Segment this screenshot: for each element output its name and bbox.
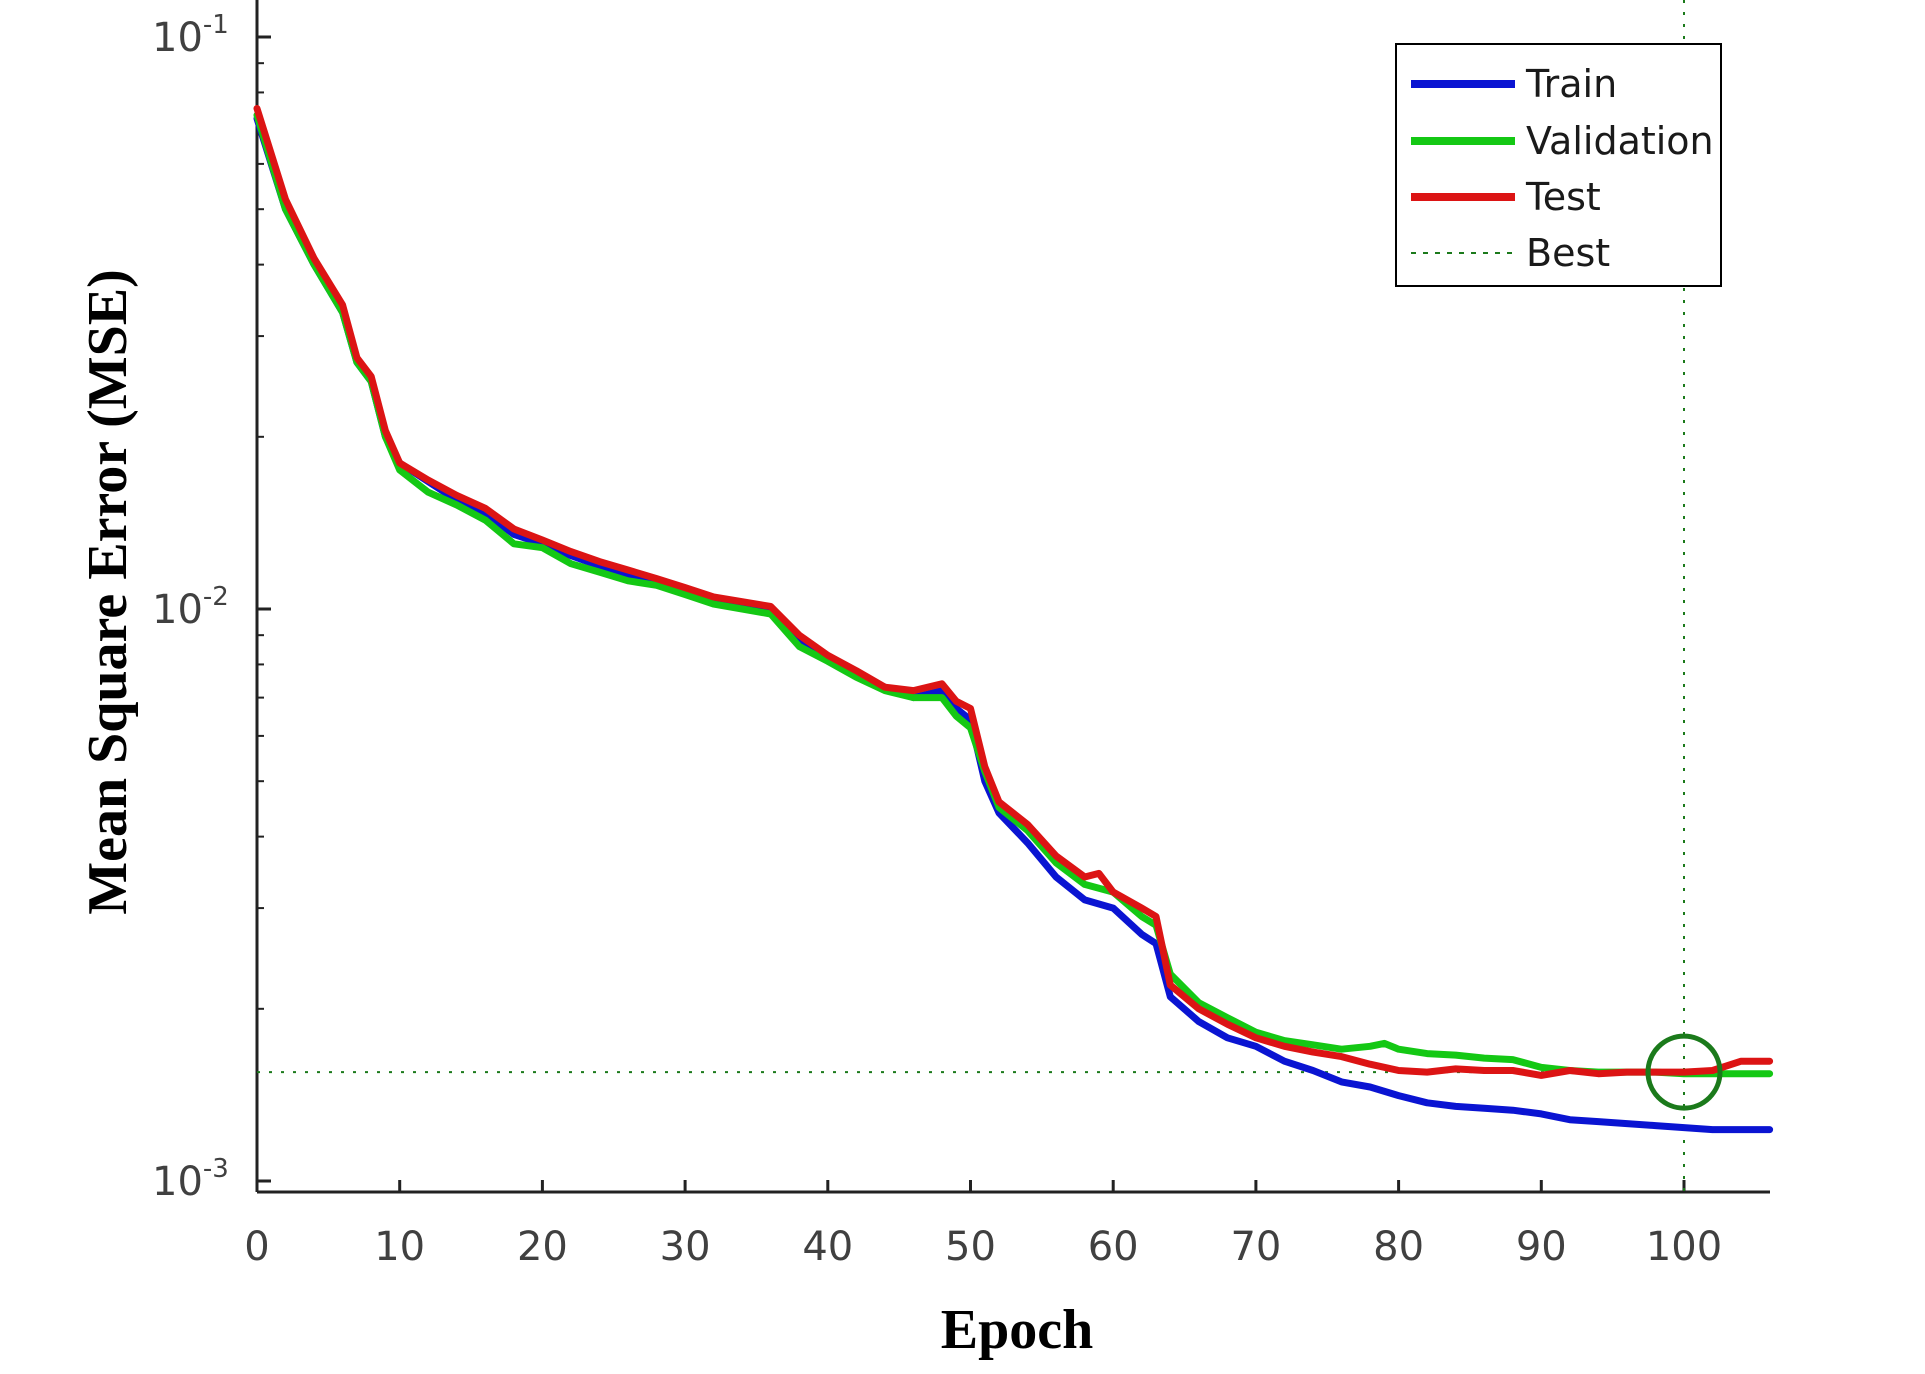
best-marker <box>1645 1033 1723 1111</box>
x-tick-label: 50 <box>945 1224 996 1270</box>
series-line-test <box>253 105 1774 1079</box>
legend: Train Validation Test Best <box>1395 43 1722 287</box>
legend-validation-label: Validation <box>1526 119 1714 163</box>
x-tick-label: 60 <box>1088 1224 1139 1270</box>
x-tick-label: 20 <box>517 1224 568 1270</box>
x-tick-label: 90 <box>1516 1224 1567 1270</box>
series-lines <box>253 105 1774 1134</box>
legend-train-label: Train <box>1525 62 1617 106</box>
x-tick-label: 80 <box>1373 1224 1424 1270</box>
y-axis-title: Mean Square Error (MSE) <box>77 269 139 915</box>
ticks: 0 10 20 30 40 50 60 70 80 90 100 10-1 10-2 10-3 <box>152 10 1722 1270</box>
best-point-marker <box>1645 1033 1723 1111</box>
legend-test-label: Test <box>1525 175 1601 219</box>
x-tick-label: 10 <box>374 1224 425 1270</box>
x-tick-label: 100 <box>1646 1224 1722 1270</box>
axes <box>255 0 1770 1194</box>
y-tick-label: 10-3 <box>152 1154 229 1205</box>
x-axis-title: Epoch <box>941 1299 1094 1361</box>
legend-best-label: Best <box>1526 231 1610 275</box>
x-tick-label: 70 <box>1230 1224 1281 1270</box>
y-tick-label: 10-2 <box>152 582 229 633</box>
x-tick-label: 30 <box>660 1224 711 1270</box>
x-tick-label: 40 <box>802 1224 853 1270</box>
y-tick-label: 10-1 <box>152 10 229 61</box>
x-tick-label: 0 <box>244 1224 269 1270</box>
series-line-train <box>253 115 1774 1134</box>
